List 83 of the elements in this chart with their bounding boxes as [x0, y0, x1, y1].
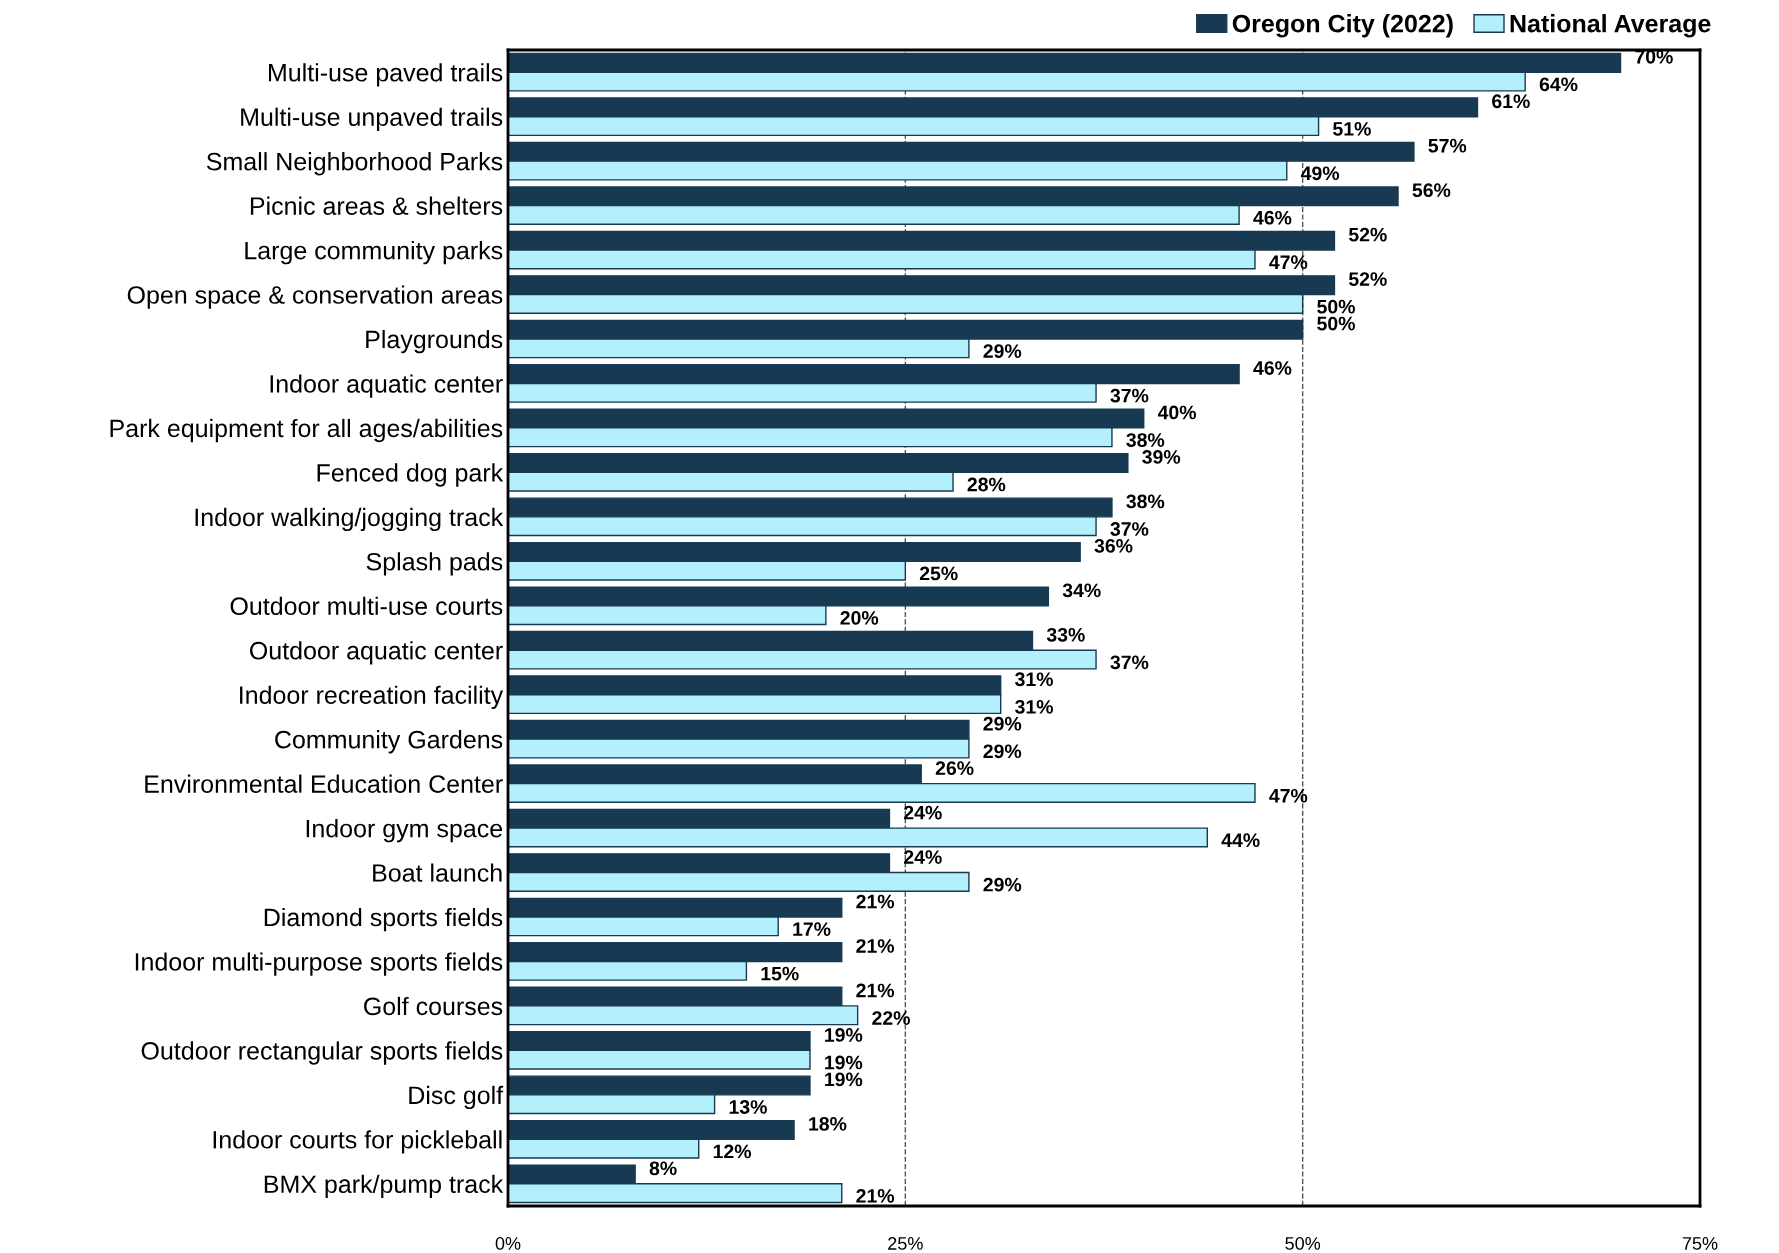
y-tick-label: Splash pads [366, 552, 503, 576]
y-tick-label: Outdoor multi-use courts [230, 596, 503, 616]
y-tick-label: Indoor aquatic center [270, 374, 503, 398]
x-tick-label: 75% [1682, 1237, 1718, 1250]
data-label: 46% [1253, 361, 1292, 375]
data-label: 21% [856, 939, 895, 953]
data-label: 50% [1317, 316, 1355, 331]
data-label: 29% [983, 716, 1022, 731]
data-label: 22% [872, 1011, 910, 1025]
data-label: 39% [1142, 450, 1181, 464]
data-label: 25% [919, 566, 958, 581]
data-label: 13% [729, 1100, 767, 1114]
data-label: 47% [1269, 255, 1308, 270]
data-label: 24% [904, 805, 942, 820]
y-tick-label: Indoor multi-purpose sports fields [135, 952, 503, 976]
data-label: 37% [1110, 522, 1149, 536]
data-label: 47% [1269, 788, 1308, 803]
data-label: 33% [1046, 627, 1085, 642]
data-label: 36% [1094, 538, 1133, 553]
y-tick-label: Indoor courts for pickleball [213, 1130, 502, 1154]
data-label: 8% [649, 1161, 677, 1176]
data-label: 15% [761, 966, 799, 981]
data-label: 52% [1348, 272, 1387, 286]
y-tick-label: Indoor gym space [306, 819, 503, 843]
data-label: 29% [983, 877, 1022, 892]
x-tick-label: 25% [888, 1237, 923, 1250]
data-label: 31% [1015, 699, 1053, 714]
data-label: 49% [1300, 166, 1340, 181]
data-label: 12% [713, 1144, 752, 1159]
data-label: 21% [856, 1189, 895, 1203]
y-tick-label: Picnic areas & shelters [250, 196, 503, 215]
data-label: 61% [1492, 94, 1530, 109]
data-label: 28% [967, 477, 1006, 492]
y-tick-label: BMX park/pump track [264, 1174, 504, 1199]
data-label: 38% [1126, 494, 1165, 509]
x-tick-label: 50% [1285, 1237, 1321, 1250]
data-label: 18% [809, 1116, 847, 1131]
y-tick-label: Fenced dog park [317, 463, 504, 487]
data-label: 17% [793, 922, 831, 936]
y-tick-label: Small Neighborhood Parks [206, 152, 503, 176]
data-label: 24% [904, 850, 942, 864]
y-tick-label: Open space & conservation areas [127, 285, 503, 309]
data-label: 19% [825, 1055, 863, 1070]
data-label: 50% [1317, 299, 1355, 314]
y-tick-label: Environmental Education Center [145, 774, 503, 793]
y-tick-label: Indoor walking/jogging track [195, 507, 504, 532]
legend-label: Oregon City (2022) [1232, 14, 1453, 38]
y-tick-label: Outdoor aquatic center [250, 641, 503, 665]
y-tick-label: Diamond sports fields [264, 907, 503, 932]
y-tick-label: Large community parks [245, 241, 503, 265]
y-tick-label: Boat launch [373, 863, 502, 882]
data-label: 21% [856, 894, 895, 909]
data-label: 56% [1412, 183, 1451, 198]
data-label: 38% [1126, 433, 1165, 447]
y-tick-label: Multi-use unpaved trails [241, 107, 503, 131]
data-label: 46% [1253, 210, 1292, 225]
data-label: 31% [1015, 672, 1053, 687]
y-tick-label: Playgrounds [366, 329, 503, 354]
data-label: 19% [825, 1072, 863, 1087]
y-tick-label: Disc golf [409, 1085, 504, 1110]
legend-label: National Average [1510, 14, 1711, 38]
data-label: 57% [1428, 138, 1467, 153]
y-tick-label: Golf courses [364, 996, 503, 1016]
data-label: 29% [983, 744, 1022, 759]
y-tick-label: Park equipment for all ages/abilities [110, 418, 503, 443]
y-tick-label: Indoor recreation facility [240, 685, 504, 709]
data-label: 52% [1348, 227, 1387, 242]
data-label: 20% [840, 611, 879, 625]
data-label: 19% [825, 1028, 863, 1042]
data-label: 34% [1062, 583, 1101, 598]
data-label: 26% [935, 761, 974, 776]
x-tick-label: 0% [495, 1237, 521, 1250]
data-label: 44% [1221, 833, 1260, 848]
y-tick-label: Outdoor rectangular sports fields [141, 1041, 503, 1065]
data-label: 29% [983, 344, 1022, 358]
data-label: 51% [1333, 121, 1371, 136]
data-label: 37% [1110, 388, 1149, 403]
y-tick-label: Community Gardens [275, 730, 503, 754]
y-tick-label: Multi-use paved trails [269, 63, 503, 87]
data-label: 40% [1157, 405, 1197, 420]
data-label: 21% [856, 983, 895, 998]
data-label: 64% [1539, 77, 1578, 92]
data-label: 37% [1110, 655, 1149, 670]
